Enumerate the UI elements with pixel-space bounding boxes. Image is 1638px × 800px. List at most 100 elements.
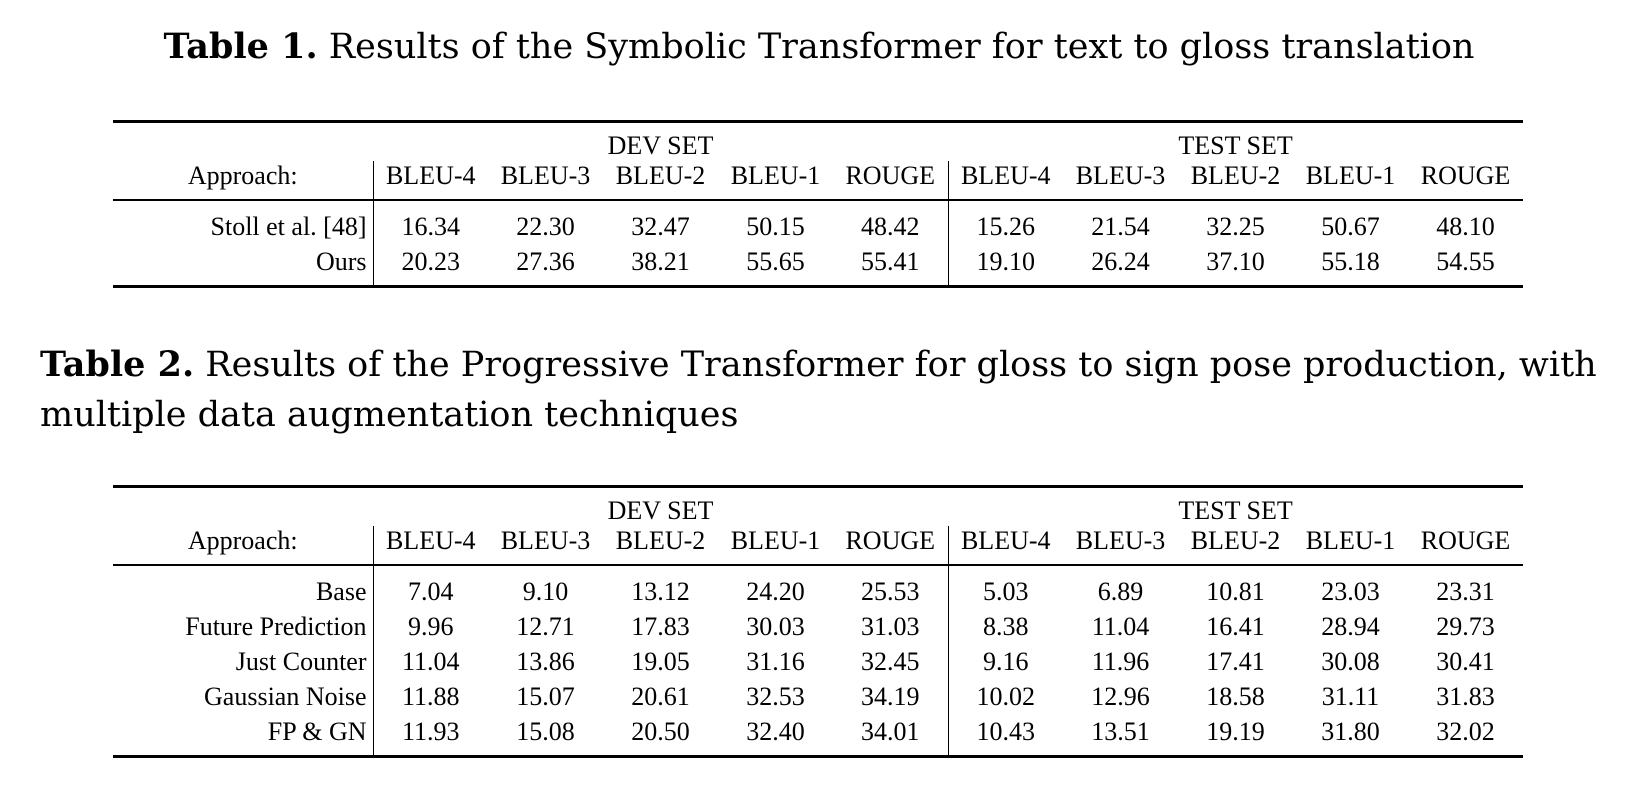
table-2-caption-text: Results of the Progressive Transformer f… bbox=[40, 345, 1597, 435]
table-1-test-metric-header: BLEU-3 bbox=[1063, 161, 1178, 201]
dev-value-cell: 27.36 bbox=[488, 244, 603, 288]
dev-value-cell: 25.53 bbox=[861, 576, 920, 606]
dev-value-cell: 16.34 bbox=[372, 200, 488, 244]
dev-value-cell: 34.19 bbox=[861, 681, 920, 711]
approach-cell: Just Counter bbox=[235, 646, 367, 676]
dev-value-cell: 20.61 bbox=[631, 681, 690, 711]
approach-cell: FP & GN bbox=[113, 714, 373, 758]
dev-value-cell: 50.15 bbox=[746, 211, 805, 241]
test-value-cell: 30.41 bbox=[1436, 646, 1495, 676]
table-2-dev-metric-header: BLEU-4 bbox=[372, 526, 488, 566]
dev-value-cell: 7.04 bbox=[372, 565, 488, 609]
table-2-caption: Table 2. Results of the Progressive Tran… bbox=[40, 340, 1638, 440]
test-value-cell: 11.04 bbox=[1091, 611, 1150, 641]
test-value-cell: 19.10 bbox=[947, 244, 1063, 288]
test-value-cell: 8.38 bbox=[947, 609, 1063, 644]
test-value-cell: 29.73 bbox=[1436, 611, 1495, 641]
dev-value-cell: 9.96 bbox=[372, 609, 488, 644]
table-2-test-metric-header: BLEU-3 bbox=[1063, 526, 1178, 566]
table-1-dev-metric-header: ROUGE bbox=[833, 161, 948, 201]
table-1: DEV SET TEST SET Approach: BLEU-4 BLEU-3… bbox=[113, 120, 1524, 288]
dev-value-cell: 32.40 bbox=[718, 714, 833, 758]
table-row: Future Prediction 9.96 12.71 17.83 30.03 31.0… bbox=[113, 609, 1523, 644]
test-value-cell: 48.10 bbox=[1436, 211, 1495, 241]
dev-value-cell: 15.08 bbox=[488, 714, 603, 758]
dev-value-cell: 22.30 bbox=[516, 211, 575, 241]
dev-value-cell: 11.93 bbox=[372, 714, 488, 758]
table-row: Ours 20.23 27.36 38.21 55.65 55.41 19.10 26.24 3… bbox=[113, 244, 1524, 288]
dev-value-cell: 11.88 bbox=[372, 679, 488, 714]
dev-value-cell: 32.45 bbox=[861, 646, 920, 676]
table-1-dev-metric-header: BLEU-3 bbox=[488, 161, 603, 201]
approach-cell: Gaussian Noise bbox=[204, 681, 367, 711]
table-1-dev-set-header: DEV SET bbox=[373, 120, 948, 161]
dev-value-cell: 31.16 bbox=[746, 646, 805, 676]
dev-value-cell: 24.20 bbox=[746, 576, 805, 606]
table-1-caption-label: Table 1. bbox=[163, 26, 318, 67]
test-value-cell: 10.02 bbox=[947, 679, 1063, 714]
table-row: Base 7.04 9.10 13.12 24.20 25.53 5.03 6.89 10.81… bbox=[113, 565, 1523, 609]
table-row: Stoll et al. [48] 16.34 22.30 32.47 50.15 48.… bbox=[113, 200, 1523, 244]
table-1-test-set-header: TEST SET bbox=[948, 120, 1524, 161]
test-value-cell: 19.19 bbox=[1178, 714, 1293, 758]
dev-value-cell: 55.41 bbox=[833, 244, 948, 288]
test-value-cell: 55.18 bbox=[1293, 244, 1408, 288]
table-2-dev-metric-header: BLEU-3 bbox=[488, 526, 603, 566]
test-value-cell: 28.94 bbox=[1321, 611, 1380, 641]
table-1-caption: Table 1. Results of the Symbolic Transfo… bbox=[0, 22, 1638, 72]
test-value-cell: 37.10 bbox=[1178, 244, 1293, 288]
table-1-caption-text: Results of the Symbolic Transformer for … bbox=[317, 27, 1475, 67]
dev-value-cell: 48.42 bbox=[861, 211, 920, 241]
test-value-cell: 17.41 bbox=[1206, 646, 1265, 676]
dev-value-cell: 32.47 bbox=[631, 211, 690, 241]
test-value-cell: 9.16 bbox=[947, 644, 1063, 679]
dev-value-cell: 34.01 bbox=[833, 714, 948, 758]
test-value-cell: 16.41 bbox=[1206, 611, 1265, 641]
table-2-dev-metric-header: BLEU-2 bbox=[603, 526, 718, 566]
test-value-cell: 31.83 bbox=[1436, 681, 1495, 711]
dev-value-cell: 38.21 bbox=[603, 244, 718, 288]
dev-value-cell: 55.65 bbox=[718, 244, 833, 288]
table-1-dev-metric-header: BLEU-4 bbox=[372, 161, 488, 201]
dev-value-cell: 32.53 bbox=[746, 681, 805, 711]
table-row: Just Counter 11.04 13.86 19.05 31.16 32.45 9.1… bbox=[113, 644, 1523, 679]
table-2-test-set-header: TEST SET bbox=[948, 485, 1524, 526]
test-value-cell: 21.54 bbox=[1091, 211, 1150, 241]
dev-value-cell: 13.12 bbox=[631, 576, 690, 606]
table-1-dev-metric-header: BLEU-1 bbox=[718, 161, 833, 201]
approach-cell: Stoll et al. [48] bbox=[210, 211, 367, 241]
dev-value-cell: 17.83 bbox=[631, 611, 690, 641]
test-value-cell: 54.55 bbox=[1408, 244, 1524, 288]
test-value-cell: 11.96 bbox=[1091, 646, 1150, 676]
table-2-approach-header: Approach: bbox=[113, 526, 373, 566]
dev-value-cell: 11.04 bbox=[372, 644, 488, 679]
table-2-test-metric-header: BLEU-4 bbox=[947, 526, 1063, 566]
table-2: DEV SET TEST SET Approach: BLEU-4 BLEU-3… bbox=[113, 485, 1524, 758]
table-2-test-metric-header: BLEU-1 bbox=[1293, 526, 1408, 566]
table-row: FP & GN 11.93 15.08 20.50 32.40 34.01 10.43 13.… bbox=[113, 714, 1524, 758]
test-value-cell: 13.51 bbox=[1063, 714, 1178, 758]
table-1-test-metric-header: BLEU-1 bbox=[1293, 161, 1408, 201]
table-1-test-metric-header: BLEU-2 bbox=[1178, 161, 1293, 201]
dev-value-cell: 19.05 bbox=[631, 646, 690, 676]
dev-value-cell: 20.23 bbox=[372, 244, 488, 288]
table-1-test-metric-header: BLEU-4 bbox=[947, 161, 1063, 201]
table-2-dev-metric-header: ROUGE bbox=[833, 526, 948, 566]
approach-cell: Base bbox=[315, 576, 367, 606]
dev-value-cell: 9.10 bbox=[522, 576, 569, 606]
dev-value-cell: 20.50 bbox=[603, 714, 718, 758]
test-value-cell: 23.03 bbox=[1321, 576, 1380, 606]
test-value-cell: 23.31 bbox=[1436, 576, 1495, 606]
test-value-cell: 32.25 bbox=[1206, 211, 1265, 241]
table-2-test-metric-header: BLEU-2 bbox=[1178, 526, 1293, 566]
test-value-cell: 31.80 bbox=[1293, 714, 1408, 758]
dev-value-cell: 12.71 bbox=[516, 611, 575, 641]
approach-cell: Ours bbox=[113, 244, 373, 288]
table-1-test-metric-header: ROUGE bbox=[1408, 161, 1524, 201]
test-value-cell: 6.89 bbox=[1097, 576, 1144, 606]
table-2-corner bbox=[113, 485, 373, 526]
dev-value-cell: 31.03 bbox=[861, 611, 920, 641]
table-1-approach-header: Approach: bbox=[113, 161, 373, 201]
test-value-cell: 10.81 bbox=[1206, 576, 1265, 606]
test-value-cell: 50.67 bbox=[1321, 211, 1380, 241]
